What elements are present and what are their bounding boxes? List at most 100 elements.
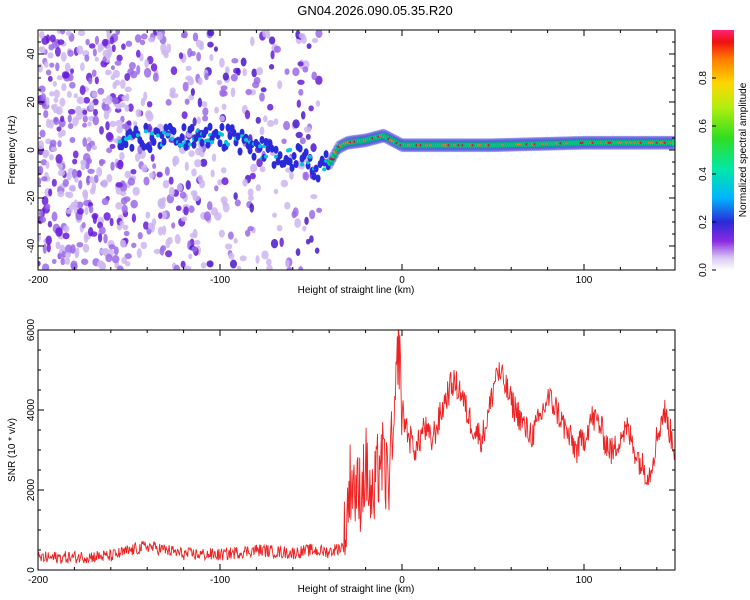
spectral-cell bbox=[261, 250, 269, 260]
spectral-cell bbox=[316, 207, 323, 213]
ridge-peak bbox=[244, 137, 249, 142]
spectral-cell bbox=[49, 91, 55, 97]
spectral-cell bbox=[109, 143, 116, 149]
spectral-cell bbox=[56, 75, 63, 81]
ridge-cell bbox=[191, 140, 197, 149]
ridge-peak bbox=[288, 147, 293, 152]
ridge-cell bbox=[123, 140, 129, 149]
spectral-cell bbox=[115, 119, 123, 127]
spectral-cell bbox=[194, 147, 202, 156]
y-tick-label: 40 bbox=[26, 48, 37, 60]
spectral-cell bbox=[180, 216, 188, 222]
spectral-cell bbox=[125, 93, 130, 102]
spectral-cell bbox=[181, 111, 188, 120]
spectral-cell bbox=[42, 243, 47, 254]
spectral-cell bbox=[281, 138, 287, 145]
spectral-cell bbox=[200, 262, 207, 269]
spectral-cell bbox=[217, 179, 223, 186]
y-tick-label: -40 bbox=[26, 238, 37, 253]
spectral-cell bbox=[266, 264, 273, 270]
spectral-cell bbox=[187, 47, 193, 58]
spectral-cell bbox=[152, 163, 157, 169]
spectral-cell bbox=[61, 71, 69, 79]
spectral-cell bbox=[115, 30, 121, 36]
ridge-peak bbox=[127, 134, 132, 139]
spectral-cell bbox=[220, 167, 227, 174]
spectral-cell bbox=[178, 52, 184, 60]
spectral-cell bbox=[130, 168, 137, 175]
snr-y-label: SNR (10 * v/v) bbox=[7, 418, 18, 482]
spectral-cell bbox=[123, 230, 130, 237]
spectral-cell bbox=[224, 243, 233, 250]
spectral-cell bbox=[314, 247, 320, 254]
spectral-cell bbox=[40, 159, 48, 166]
spectral-cell bbox=[60, 129, 66, 137]
spectral-cell bbox=[259, 126, 265, 136]
spectral-cell bbox=[144, 58, 149, 68]
spectral-cell bbox=[55, 241, 61, 250]
spectral-cell bbox=[140, 241, 148, 250]
ridge-cell bbox=[163, 123, 169, 132]
spectral-cell bbox=[60, 52, 67, 62]
spectral-cell bbox=[81, 258, 89, 265]
spectral-cell bbox=[65, 30, 72, 37]
spectral-cell bbox=[266, 119, 275, 127]
spectral-cell bbox=[74, 251, 79, 259]
spectral-cell bbox=[115, 202, 123, 210]
spectral-cell bbox=[39, 129, 46, 138]
spectral-cell bbox=[259, 166, 266, 173]
spectral-cell bbox=[280, 179, 289, 188]
spectral-cell bbox=[302, 225, 307, 232]
spectral-cell bbox=[82, 115, 88, 123]
spectral-cell bbox=[119, 239, 127, 248]
spectral-cell bbox=[63, 225, 70, 233]
spectral-cell bbox=[135, 108, 142, 118]
spectral-cell bbox=[117, 159, 124, 170]
spectral-cell bbox=[143, 67, 152, 78]
ridge-cell bbox=[235, 132, 241, 141]
spectral-cell bbox=[41, 176, 48, 182]
spectral-cell bbox=[249, 203, 255, 213]
spectral-cell bbox=[218, 229, 225, 238]
spectral-cell bbox=[239, 255, 247, 262]
spectral-cell bbox=[173, 264, 181, 270]
spectral-cell bbox=[153, 248, 161, 255]
ridge-cell bbox=[129, 143, 135, 152]
spectral-cell bbox=[70, 68, 75, 74]
spectral-cell bbox=[55, 153, 63, 164]
spectral-cell bbox=[229, 259, 238, 269]
spectral-cell bbox=[292, 119, 300, 129]
spectral-cell bbox=[230, 87, 236, 98]
x-tick-label: 100 bbox=[576, 275, 593, 286]
spectral-cell bbox=[273, 188, 279, 195]
spectral-cell bbox=[192, 228, 198, 239]
spectral-cell bbox=[191, 246, 198, 253]
spectral-cell bbox=[145, 211, 151, 219]
spectral-cell bbox=[172, 158, 177, 167]
spectral-cell bbox=[55, 107, 60, 114]
spectral-cell bbox=[124, 104, 130, 112]
ridge-peak bbox=[322, 167, 327, 172]
spectral-cell bbox=[53, 97, 59, 103]
spectral-cell bbox=[134, 152, 141, 162]
ridge-cell bbox=[127, 128, 133, 137]
spectral-cell bbox=[262, 30, 267, 38]
spectral-cell bbox=[245, 229, 251, 237]
y-tick-label: -20 bbox=[26, 190, 37, 205]
spectral-cell bbox=[88, 101, 95, 111]
spectral-cell bbox=[260, 87, 267, 93]
spectral-cell bbox=[55, 62, 60, 72]
spectral-cell bbox=[220, 85, 228, 91]
ridge-peak bbox=[209, 140, 214, 145]
spectral-cell bbox=[57, 140, 62, 148]
spectral-cell bbox=[219, 89, 227, 97]
spectral-cell bbox=[96, 166, 103, 177]
spectral-cell bbox=[210, 169, 215, 178]
spectral-cell bbox=[110, 161, 115, 171]
spectral-cell bbox=[123, 196, 131, 203]
spectral-cell bbox=[38, 177, 42, 186]
spectral-cell bbox=[265, 258, 272, 266]
spectral-cell bbox=[109, 120, 117, 128]
y-tick-label: 0 bbox=[26, 147, 37, 153]
